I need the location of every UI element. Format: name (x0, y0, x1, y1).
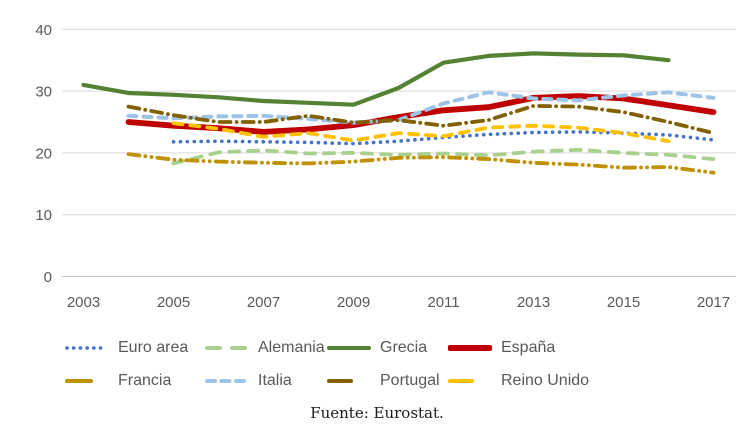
series-line-portugal (126, 104, 716, 136)
legend-label-reino-unido: Reino Unido (501, 372, 590, 389)
legend-swatch-euro-area (65, 346, 109, 350)
legend-label-españa: España (501, 339, 556, 356)
legend-label-grecia: Grecia (380, 339, 428, 356)
legend-label-francia: Francia (118, 372, 172, 389)
legend-swatch-reino-unido (448, 379, 492, 383)
legend-item-portugal: Portugal (327, 369, 440, 393)
x-tick-label-2009: 2009 (337, 294, 370, 311)
y-tick-label-20: 20 (35, 145, 52, 162)
legend-swatch-francia (65, 379, 109, 383)
legend-item-francia: Francia (65, 369, 171, 393)
legend-item-euro-area: Euro area (65, 336, 188, 360)
series-line-francia (126, 152, 716, 175)
x-tick-label-2017: 2017 (697, 294, 730, 311)
y-tick-label-10: 10 (35, 207, 52, 224)
legend-item-españa: España (448, 336, 555, 360)
legend-item-grecia: Grecia (327, 336, 427, 360)
chart-legend: Euro area Alemania Grecia España Francia Ital… (0, 336, 754, 402)
legend-item-alemania: Alemania (205, 336, 325, 360)
y-tick-label-30: 30 (35, 84, 52, 101)
legend-label-portugal: Portugal (380, 372, 440, 389)
legend-label-italia: Italia (258, 372, 292, 389)
x-tick-label-2015: 2015 (607, 294, 640, 311)
legend-label-alemania: Alemania (258, 339, 325, 356)
series-line-italia (126, 90, 716, 125)
series-line-alemania (171, 147, 716, 166)
x-tick-label-2007: 2007 (247, 294, 280, 311)
y-tick-label-40: 40 (35, 22, 52, 39)
legend-swatch-portugal (327, 379, 371, 383)
source-caption: Fuente: Eurostat. (310, 404, 444, 422)
x-tick-label-2011: 2011 (427, 294, 459, 311)
series-line-reino-unido (171, 121, 671, 144)
legend-item-italia: Italia (205, 369, 292, 393)
legend-swatch-italia (205, 379, 249, 383)
x-tick-label-2013: 2013 (517, 294, 550, 311)
plot-area: 0 10 20 30 40 2003 2005 2007 2009 2011 2013 2015 201… (35, 22, 736, 311)
legend-swatch-españa (448, 345, 492, 351)
x-tick-label-2003: 2003 (67, 294, 100, 311)
y-tick-label-0: 0 (44, 269, 52, 286)
legend-swatch-alemania (205, 346, 249, 350)
x-tick-label-2005: 2005 (157, 294, 190, 311)
series-line-grecia (81, 51, 671, 107)
legend-swatch-grecia (327, 346, 371, 350)
legend-item-reino-unido: Reino Unido (448, 369, 589, 393)
legend-label-euro-area: Euro area (118, 339, 189, 356)
